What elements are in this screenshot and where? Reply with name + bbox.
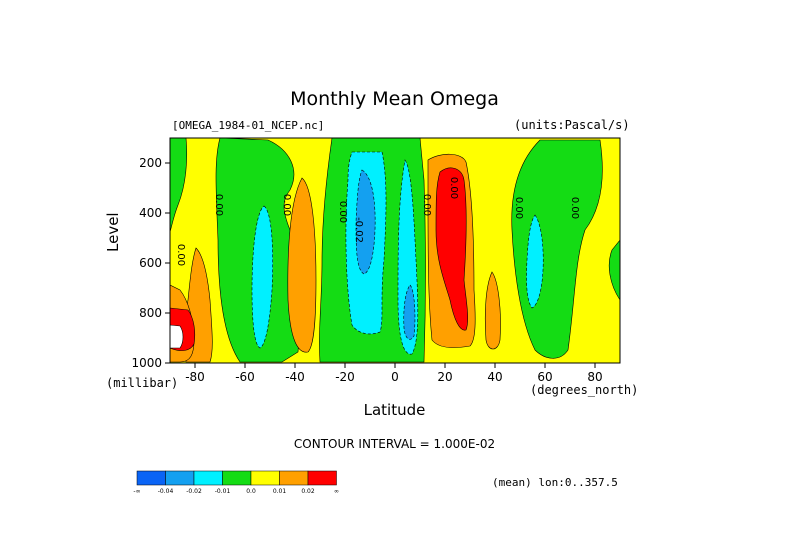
x-axis-unit: (degrees_north) — [530, 383, 639, 397]
y-tick-label: 400 — [139, 206, 162, 220]
colorbar-swatch — [136, 470, 166, 486]
terrain-mask — [170, 324, 184, 349]
colorbar-label: -0.02 — [186, 488, 202, 495]
x-tick-label: -20 — [335, 370, 355, 384]
contour-interval-text: CONTOUR INTERVAL = 1.000E-02 — [293, 437, 496, 451]
y-tick-label: 200 — [139, 156, 162, 170]
chart-title: Monthly Mean Omega — [290, 88, 499, 110]
x-tick-label: 20 — [437, 370, 452, 384]
y-axis-unit: (millibar) — [106, 376, 179, 390]
y-tick-label: 1000 — [131, 356, 162, 370]
contour-label: -0.02 — [353, 217, 364, 243]
contour-label: 0.00 — [421, 194, 432, 216]
colorbar: -∞ -0.04 -0.02 -0.01 0.0 0.01 0.02 ∞ — [133, 470, 339, 495]
x-tick-label: -60 — [235, 370, 255, 384]
contour-label: 0.00 — [337, 201, 348, 223]
orange-region-mid-north — [484, 271, 501, 350]
contour-label: 0.00 — [513, 197, 524, 219]
contour-label: 0.00 — [569, 197, 580, 219]
x-axis-label: Latitude — [363, 401, 426, 419]
colorbar-swatch — [279, 470, 309, 486]
y-tick-label: 600 — [139, 256, 162, 270]
blue-core-tropics-east — [403, 284, 416, 340]
colorbar-swatch — [307, 470, 337, 486]
colorbar-label: 0.0 — [246, 488, 256, 495]
colorbar-label: 0.01 — [273, 488, 287, 495]
colorbar-label: 0.02 — [301, 488, 315, 495]
colorbar-swatch — [193, 470, 223, 486]
mean-longitude-text: (mean) lon:0..357.5 — [492, 476, 618, 489]
file-label: [OMEGA_1984-01_NCEP.nc] — [172, 119, 325, 132]
axis-tick-layer: -80 -60 -40 -20 0 20 40 60 80 200 400 600 800 1000 — [131, 156, 602, 384]
colorbar-swatch — [250, 470, 280, 486]
orange-region-south — [287, 177, 317, 353]
contour-label: 0.00 — [213, 194, 224, 216]
contour-label-layer: 0.00 0.00 0.00 0.00 -0.02 0.00 0.00 0.00 0.00 — [175, 177, 580, 266]
green-region-far-south — [170, 138, 188, 233]
colorbar-label: -∞ — [133, 488, 140, 495]
cyan-region-south — [251, 205, 274, 349]
x-tick-label: 80 — [587, 370, 602, 384]
contour-label: 0.00 — [281, 194, 292, 216]
cyan-region-north — [526, 214, 544, 309]
blue-core-tropics-west — [355, 169, 376, 275]
contour-label: 0.00 — [448, 177, 459, 199]
contour-label: 0.00 — [175, 244, 186, 266]
units-label: (units:Pascal/s) — [514, 118, 630, 132]
x-tick-label: 0 — [391, 370, 399, 384]
contour-fill-layer — [170, 138, 620, 363]
x-tick-label: -40 — [285, 370, 305, 384]
colorbar-label: -0.01 — [215, 488, 231, 495]
x-tick-label: 40 — [487, 370, 502, 384]
x-tick-label: 60 — [537, 370, 552, 384]
colorbar-label: -0.04 — [158, 488, 174, 495]
colorbar-swatch — [222, 470, 252, 486]
colorbar-swatch — [165, 470, 195, 486]
colorbar-label: ∞ — [334, 488, 339, 495]
red-region-subtropics — [435, 167, 468, 331]
y-tick-label: 800 — [139, 306, 162, 320]
x-tick-label: -80 — [185, 370, 205, 384]
